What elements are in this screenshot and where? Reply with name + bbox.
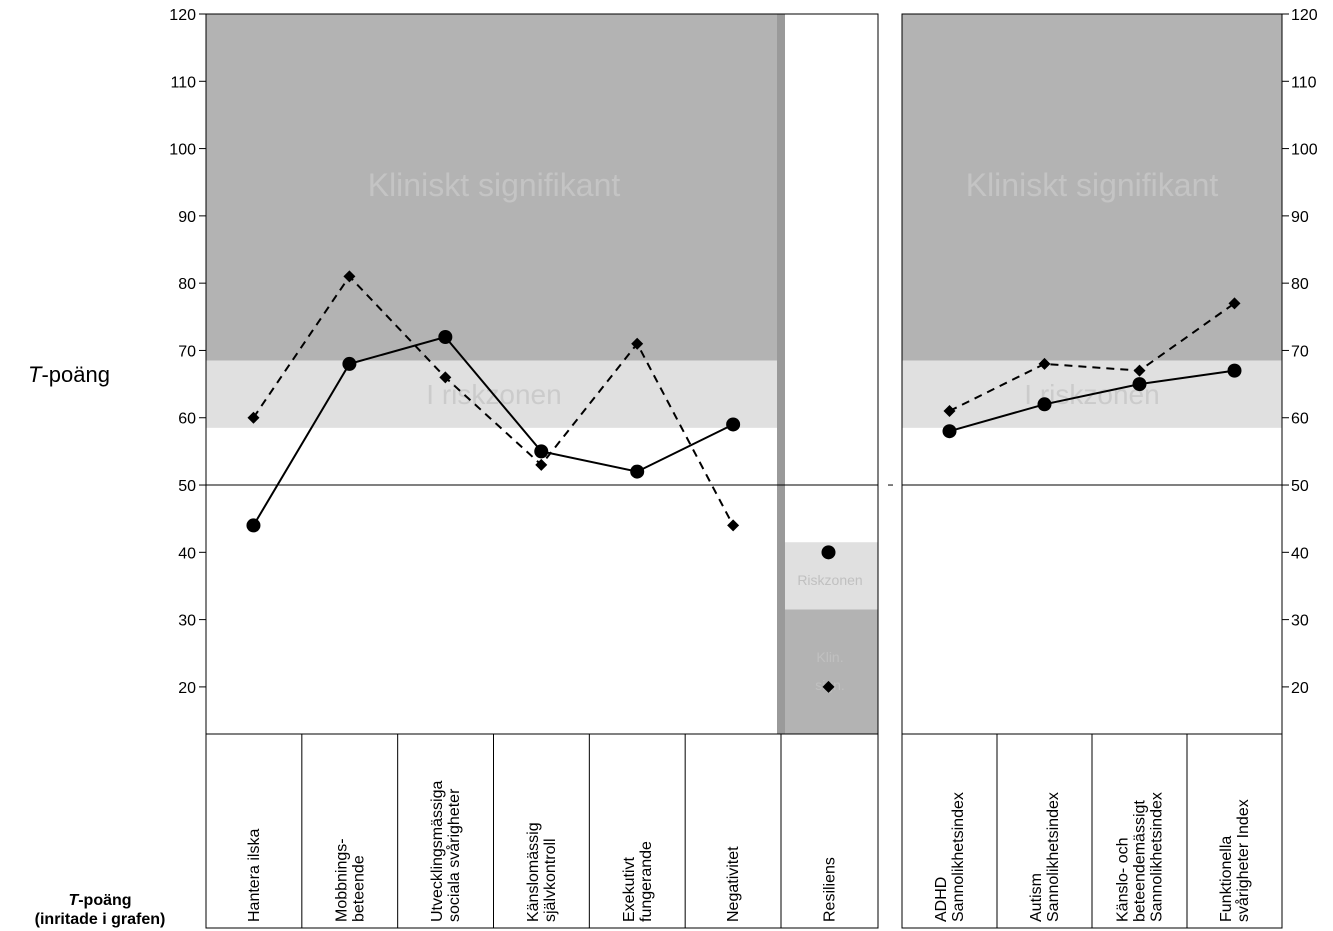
- right-circle-point: [1132, 377, 1147, 392]
- legend-title-italic: T: [68, 892, 79, 909]
- y-tick-label-right: 110: [1291, 74, 1317, 91]
- y-axis-label-rest: -poäng: [41, 362, 110, 387]
- y-tick-label-right: 120: [1291, 7, 1318, 24]
- right-clinical-label: Kliniskt signifikant: [966, 167, 1219, 203]
- y-tick-label-right: 60: [1291, 411, 1309, 428]
- resilience-risk-label: Riskzonen: [797, 572, 862, 588]
- y-tick-label-left: 120: [169, 7, 196, 24]
- y-tick-label-left: 70: [178, 343, 196, 360]
- left-circle-point: [246, 518, 261, 533]
- y-tick-label-left: 90: [178, 209, 196, 226]
- right-solid-line: [949, 369, 1235, 433]
- category-label: Mobbnings-: [333, 838, 350, 922]
- category-label-table: Hantera ilska Mobbnings-beteende Utvecklin…: [205, 733, 1283, 929]
- right-diamond-point: [943, 405, 956, 418]
- left-category-frame: [205, 733, 879, 929]
- legend-subtitle: (inritade i grafen): [35, 911, 166, 928]
- right-diamond-point: [1133, 364, 1146, 377]
- category-label-resilience: Resiliens: [822, 857, 839, 922]
- left-circle-point: [342, 356, 357, 371]
- left-diamond-point: [727, 519, 740, 532]
- right-circle-point: [1037, 397, 1052, 412]
- category-label: svårigheter Index: [1234, 799, 1252, 922]
- category-label: beteendemässigt: [1132, 800, 1149, 922]
- resilience-clin-label-1: Klin.: [816, 649, 843, 665]
- right-dashed-line: [949, 302, 1236, 412]
- category-label: Negativitet: [725, 846, 742, 922]
- y-axis-label-italic: T: [28, 362, 43, 387]
- right-diamond-point: [1038, 357, 1051, 370]
- y-tick-label-right: 70: [1291, 343, 1309, 360]
- resilience-divider-bar: [777, 14, 785, 734]
- category-label: fungerande: [638, 841, 655, 922]
- left-solid-line: [252, 335, 734, 526]
- resilience-clinical-zone: [781, 609, 878, 734]
- y-tick-label-right: 50: [1291, 478, 1309, 495]
- category-label: Hantera ilska: [246, 829, 263, 922]
- y-tick-label-right: 90: [1291, 209, 1309, 226]
- zone-backgrounds: [206, 14, 1282, 734]
- data-series: [246, 270, 1242, 693]
- right-diamond-point: [1228, 297, 1241, 310]
- right-circle-point: [1227, 363, 1242, 378]
- category-label: Sannolikhetsindex: [950, 792, 967, 922]
- category-label: beteende: [350, 855, 367, 922]
- y-tick-label-left: 30: [178, 613, 196, 630]
- resilience-diamond-point: [822, 680, 835, 693]
- y-tick-label-right: 20: [1291, 680, 1309, 697]
- left-circle-point: [438, 329, 453, 344]
- category-label: Utvecklingsmässiga: [429, 781, 446, 922]
- resilience-circle-point: [821, 545, 836, 560]
- category-label: Känslomässig: [525, 822, 542, 922]
- left-dashed-line: [252, 274, 734, 526]
- left-diamond-point: [535, 458, 548, 471]
- y-tick-label-left: 20: [178, 680, 196, 697]
- y-tick-label-left: 80: [178, 276, 196, 293]
- category-label: Känslo- och: [1115, 838, 1132, 923]
- right-circle-point: [942, 424, 957, 439]
- y-tick-label-left: 110: [170, 74, 196, 91]
- category-label: Funktionella: [1218, 836, 1235, 922]
- category-label: sociala svårigheter: [445, 788, 463, 922]
- y-tick-label-left: 50: [178, 478, 196, 495]
- right-clinical-zone: [902, 14, 1282, 361]
- left-clinical-label: Kliniskt signifikant: [368, 167, 621, 203]
- left-circle-point: [534, 444, 549, 459]
- category-label: Exekutivt: [621, 857, 638, 922]
- left-diamond-point: [343, 270, 356, 283]
- left-circle-point: [726, 417, 741, 432]
- left-diamond-point: [247, 411, 260, 424]
- left-circle-point: [630, 464, 645, 479]
- left-clinical-zone: [206, 14, 781, 361]
- y-tick-label-right: 80: [1291, 276, 1309, 293]
- legend-title: T-poäng: [68, 892, 131, 909]
- category-label: självkontroll: [542, 838, 559, 922]
- y-tick-label-right: 100: [1291, 142, 1318, 159]
- y-axis-label: T-poäng: [28, 362, 110, 387]
- category-label: Sannolikhetsindex: [1149, 792, 1166, 922]
- left-diamond-point: [439, 371, 452, 384]
- left-diamond-point: [631, 337, 644, 350]
- legend-title-rest: -poäng: [78, 892, 131, 909]
- y-tick-label-left: 60: [178, 411, 196, 428]
- category-label: ADHD: [933, 877, 950, 922]
- y-tick-label-right: 30: [1291, 613, 1309, 630]
- y-tick-label-left: 100: [169, 142, 196, 159]
- y-tick-label-right: 40: [1291, 545, 1309, 562]
- category-label: Autism: [1028, 873, 1045, 922]
- category-label: Sannolikhetsindex: [1045, 792, 1062, 922]
- y-tick-label-left: 40: [178, 545, 196, 562]
